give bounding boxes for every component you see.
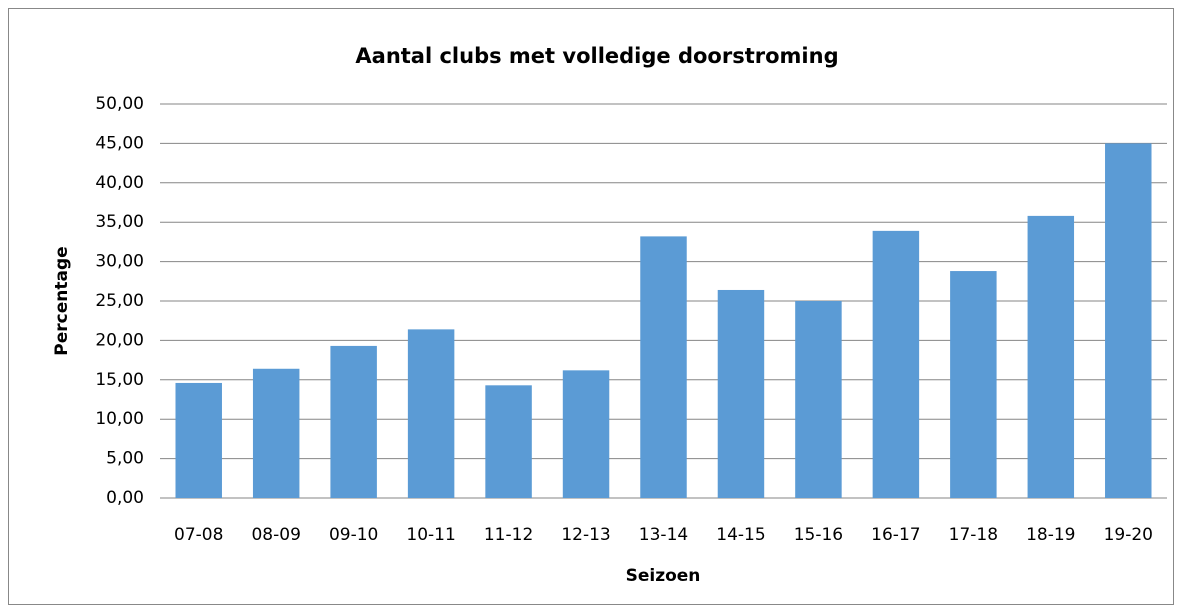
bar bbox=[175, 382, 222, 498]
x-tick-label: 19-20 bbox=[1104, 525, 1153, 545]
bar bbox=[330, 345, 377, 498]
y-tick-label: 10,00 bbox=[95, 409, 144, 429]
bar bbox=[407, 329, 455, 498]
x-tick-label: 14-15 bbox=[716, 525, 765, 545]
x-tick-label: 13-14 bbox=[639, 525, 688, 545]
y-tick-label: 5,00 bbox=[106, 449, 144, 469]
chart-border bbox=[8, 8, 1174, 605]
bar bbox=[717, 289, 765, 498]
bar bbox=[795, 301, 842, 498]
x-tick-label: 08-09 bbox=[251, 525, 300, 545]
y-tick-label: 0,00 bbox=[106, 488, 144, 508]
bar bbox=[485, 385, 532, 498]
bar bbox=[1105, 143, 1152, 498]
y-tick-label: 15,00 bbox=[95, 370, 144, 390]
x-tick-label: 15-16 bbox=[794, 525, 843, 545]
y-tick-label: 25,00 bbox=[95, 291, 144, 311]
x-tick-label: 07-08 bbox=[174, 525, 223, 545]
y-tick-label: 45,00 bbox=[95, 133, 144, 153]
x-tick-label: 17-18 bbox=[949, 525, 998, 545]
y-tick-label: 20,00 bbox=[95, 330, 144, 350]
x-tick-label: 10-11 bbox=[406, 525, 455, 545]
x-tick-label: 11-12 bbox=[484, 525, 533, 545]
chart-title: Aantal clubs met volledige doorstroming bbox=[355, 44, 838, 68]
y-tick-label: 40,00 bbox=[95, 173, 144, 193]
y-tick-label: 50,00 bbox=[95, 94, 144, 114]
bar bbox=[252, 368, 300, 498]
x-tick-label: 16-17 bbox=[871, 525, 920, 545]
y-tick-label: 30,00 bbox=[95, 252, 144, 272]
bar bbox=[1027, 215, 1075, 498]
y-axis-label: Percentage bbox=[52, 246, 72, 355]
bar bbox=[640, 236, 687, 498]
bar bbox=[872, 230, 920, 499]
x-tick-label: 18-19 bbox=[1026, 525, 1075, 545]
bar bbox=[950, 271, 997, 498]
x-tick-label: 12-13 bbox=[561, 525, 610, 545]
x-tick-label: 09-10 bbox=[329, 525, 378, 545]
y-tick-label: 35,00 bbox=[95, 212, 144, 232]
x-axis-label: Seizoen bbox=[626, 566, 701, 586]
bar bbox=[562, 370, 610, 498]
